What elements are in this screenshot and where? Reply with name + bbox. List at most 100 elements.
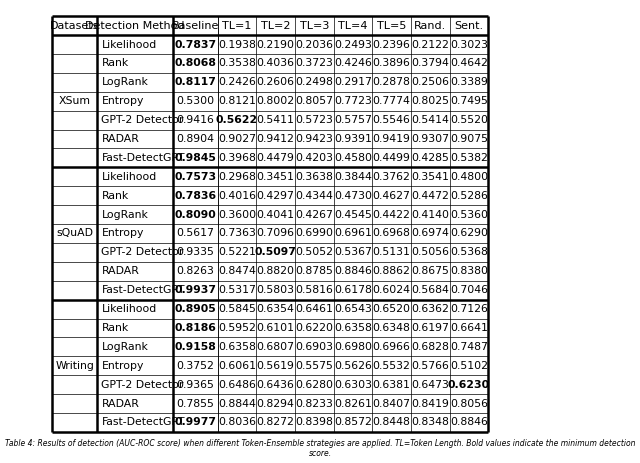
Text: 0.5622: 0.5622 — [216, 115, 258, 125]
Text: 0.4800: 0.4800 — [450, 172, 488, 182]
Text: 0.9845: 0.9845 — [175, 153, 216, 163]
Text: 0.8090: 0.8090 — [175, 210, 216, 219]
Text: 0.4016: 0.4016 — [218, 191, 256, 200]
Text: Entropy: Entropy — [102, 96, 144, 106]
Text: GPT-2 Detector: GPT-2 Detector — [102, 380, 184, 390]
Text: 0.2917: 0.2917 — [334, 77, 372, 88]
Text: 0.7855: 0.7855 — [177, 399, 214, 408]
Text: 0.9423: 0.9423 — [295, 134, 333, 144]
Text: Fast-DetectGPT: Fast-DetectGPT — [102, 285, 185, 295]
Text: 0.6990: 0.6990 — [295, 228, 333, 238]
Text: 0.8380: 0.8380 — [450, 266, 488, 276]
Text: 0.5803: 0.5803 — [257, 285, 294, 295]
Text: 0.8844: 0.8844 — [218, 399, 256, 408]
Text: 0.9335: 0.9335 — [177, 247, 214, 257]
Text: 0.5546: 0.5546 — [372, 115, 410, 125]
Text: 0.6280: 0.6280 — [295, 380, 333, 390]
Text: 0.8068: 0.8068 — [175, 58, 216, 69]
Text: 0.4297: 0.4297 — [257, 191, 294, 200]
Text: 0.3752: 0.3752 — [177, 361, 214, 371]
Text: 0.8448: 0.8448 — [372, 418, 410, 427]
Text: 0.4472: 0.4472 — [412, 191, 449, 200]
Text: RADAR: RADAR — [102, 266, 140, 276]
Text: 0.5757: 0.5757 — [334, 115, 372, 125]
Text: RADAR: RADAR — [102, 134, 140, 144]
Text: 0.2878: 0.2878 — [372, 77, 410, 88]
Text: 0.9307: 0.9307 — [411, 134, 449, 144]
Text: 0.6974: 0.6974 — [412, 228, 449, 238]
Text: 0.6807: 0.6807 — [257, 342, 294, 352]
Text: 0.7487: 0.7487 — [450, 342, 488, 352]
Text: 0.8785: 0.8785 — [295, 266, 333, 276]
Text: 0.3723: 0.3723 — [295, 58, 333, 69]
Text: 0.8846: 0.8846 — [450, 418, 488, 427]
Text: RADAR: RADAR — [102, 399, 140, 408]
Text: 0.2036: 0.2036 — [295, 39, 333, 50]
Text: 0.6061: 0.6061 — [218, 361, 256, 371]
Text: 0.5056: 0.5056 — [411, 247, 449, 257]
Text: 0.4036: 0.4036 — [257, 58, 294, 69]
Text: 0.4246: 0.4246 — [334, 58, 372, 69]
Text: 0.6520: 0.6520 — [372, 304, 410, 314]
Text: 0.5411: 0.5411 — [257, 115, 294, 125]
Text: 0.8675: 0.8675 — [412, 266, 449, 276]
Text: Fast-DetectGPT: Fast-DetectGPT — [102, 418, 185, 427]
Text: 0.5619: 0.5619 — [257, 361, 294, 371]
Text: 0.4267: 0.4267 — [295, 210, 333, 219]
Text: Rank: Rank — [102, 58, 129, 69]
Text: 0.5102: 0.5102 — [450, 361, 488, 371]
Text: 0.5131: 0.5131 — [372, 247, 410, 257]
Text: 0.7126: 0.7126 — [450, 304, 488, 314]
Text: 0.6543: 0.6543 — [334, 304, 372, 314]
Text: 0.8904: 0.8904 — [177, 134, 214, 144]
Text: 0.8117: 0.8117 — [175, 77, 216, 88]
Text: Baseline: Baseline — [172, 21, 219, 31]
Text: 0.6197: 0.6197 — [412, 323, 449, 333]
Text: TL=1: TL=1 — [222, 21, 252, 31]
Text: 0.4285: 0.4285 — [412, 153, 449, 163]
Text: 0.6362: 0.6362 — [412, 304, 449, 314]
Text: Likelihood: Likelihood — [102, 304, 157, 314]
Text: TL=2: TL=2 — [261, 21, 291, 31]
Text: 0.9027: 0.9027 — [218, 134, 256, 144]
Text: 0.6436: 0.6436 — [257, 380, 294, 390]
Text: 0.6354: 0.6354 — [257, 304, 294, 314]
Text: 0.3600: 0.3600 — [218, 210, 256, 219]
Text: 0.5360: 0.5360 — [450, 210, 488, 219]
Text: 0.9937: 0.9937 — [174, 285, 216, 295]
Text: 0.8846: 0.8846 — [334, 266, 372, 276]
Text: 0.5626: 0.5626 — [334, 361, 372, 371]
Text: GPT-2 Detector: GPT-2 Detector — [102, 115, 184, 125]
Text: 0.8398: 0.8398 — [295, 418, 333, 427]
Text: 0.5684: 0.5684 — [412, 285, 449, 295]
Text: 0.8820: 0.8820 — [257, 266, 294, 276]
Text: LogRank: LogRank — [102, 77, 148, 88]
Text: 0.3968: 0.3968 — [218, 153, 256, 163]
Text: 0.8002: 0.8002 — [257, 96, 294, 106]
Text: 0.6641: 0.6641 — [450, 323, 488, 333]
Text: 0.5221: 0.5221 — [218, 247, 256, 257]
Text: LogRank: LogRank — [102, 210, 148, 219]
Text: 0.6348: 0.6348 — [372, 323, 410, 333]
Text: 0.8294: 0.8294 — [257, 399, 294, 408]
Text: 0.4499: 0.4499 — [372, 153, 410, 163]
Text: 0.5766: 0.5766 — [412, 361, 449, 371]
Text: TL=3: TL=3 — [300, 21, 329, 31]
Text: 0.6968: 0.6968 — [372, 228, 410, 238]
Text: 0.7774: 0.7774 — [372, 96, 410, 106]
Text: 0.2493: 0.2493 — [334, 39, 372, 50]
Text: 0.4627: 0.4627 — [372, 191, 410, 200]
Text: 0.3541: 0.3541 — [412, 172, 449, 182]
Text: 0.3451: 0.3451 — [257, 172, 294, 182]
Text: Entropy: Entropy — [102, 361, 144, 371]
Text: 0.6290: 0.6290 — [450, 228, 488, 238]
Text: 0.7046: 0.7046 — [450, 285, 488, 295]
Text: 0.9977: 0.9977 — [174, 418, 216, 427]
Text: 0.7495: 0.7495 — [450, 96, 488, 106]
Text: 0.8572: 0.8572 — [334, 418, 372, 427]
Text: 0.8186: 0.8186 — [175, 323, 216, 333]
Text: 0.8036: 0.8036 — [218, 418, 256, 427]
Text: 0.8419: 0.8419 — [412, 399, 449, 408]
Text: 0.5952: 0.5952 — [218, 323, 256, 333]
Text: 0.6101: 0.6101 — [257, 323, 294, 333]
